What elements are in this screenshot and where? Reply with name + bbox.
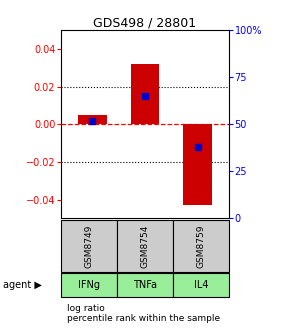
Text: GSM8759: GSM8759 — [197, 224, 206, 268]
Bar — [117, 220, 173, 272]
Bar — [173, 220, 229, 272]
Text: agent ▶: agent ▶ — [3, 280, 42, 290]
Bar — [173, 273, 229, 297]
Text: percentile rank within the sample: percentile rank within the sample — [67, 314, 220, 323]
Text: TNFa: TNFa — [133, 280, 157, 290]
Bar — [61, 273, 117, 297]
Text: GSM8754: GSM8754 — [140, 224, 150, 268]
Bar — [130, 64, 160, 124]
Text: IL4: IL4 — [194, 280, 208, 290]
Text: GSM8749: GSM8749 — [84, 224, 93, 268]
Bar — [183, 124, 212, 205]
Bar — [78, 115, 107, 124]
Bar — [117, 273, 173, 297]
Text: IFNg: IFNg — [78, 280, 100, 290]
Text: log ratio: log ratio — [67, 304, 104, 313]
Bar — [61, 220, 117, 272]
Title: GDS498 / 28801: GDS498 / 28801 — [93, 16, 197, 29]
